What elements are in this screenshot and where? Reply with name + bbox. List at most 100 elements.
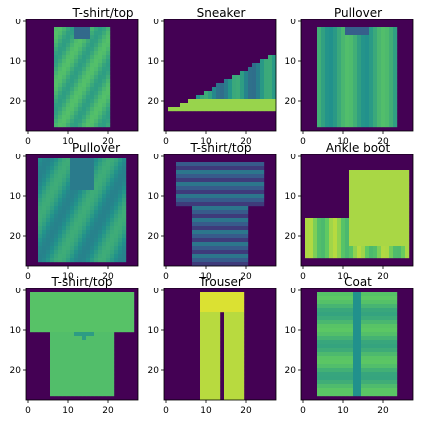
heatmap-cell [232,304,237,309]
heatmap-cell [228,348,233,353]
heatmap-cell [50,296,55,301]
heatmap-cell [248,79,253,84]
heatmap-cell [373,95,378,100]
heatmap-cell [236,186,241,191]
heatmap-cell [216,352,221,357]
heatmap-cell [192,206,197,211]
heatmap-cell [385,111,390,116]
heatmap-cell [98,39,103,44]
heatmap-cell [200,182,205,187]
heatmap-cell [212,194,217,199]
heatmap-cell [102,234,107,239]
heatmap-cell [114,316,119,321]
heatmap-cell [78,79,83,84]
heatmap-cell [353,332,358,337]
heatmap-cell [329,83,334,88]
heatmap-cell [220,246,225,251]
heatmap-cell [196,186,201,191]
heatmap-cell [393,35,398,40]
heatmap-cell [204,396,209,401]
heatmap-cell [317,250,322,255]
heatmap-cell [58,222,63,227]
heatmap-cell [110,206,115,211]
heatmap-cell [200,364,205,369]
heatmap-cell [353,206,358,211]
heatmap-cell [381,250,386,255]
heatmap-cell [122,234,127,239]
heatmap-cell [204,95,209,100]
heatmap-cell [333,238,338,243]
heatmap-cell [333,226,338,231]
heatmap-cell [357,39,362,44]
heatmap-cell [94,158,99,163]
heatmap-cell [240,198,245,203]
heatmap-cell [216,178,221,183]
heatmap-cell [321,332,326,337]
heatmap-cell [58,388,63,393]
y-tick-label: 10 [148,57,160,67]
heatmap-cell [212,368,217,373]
heatmap-cell [224,262,229,267]
heatmap-cell [58,384,63,389]
heatmap-cell [240,182,245,187]
heatmap-cell [86,320,91,325]
heatmap-cell [393,230,398,235]
heatmap-cell [200,174,205,179]
heatmap-cell [353,115,358,120]
heatmap-cell [66,336,71,341]
heatmap-cell [200,316,205,321]
heatmap-cell [204,372,209,377]
heatmap-cell [317,107,322,112]
heatmap-cell [224,296,229,301]
heatmap-cell [397,202,402,207]
heatmap-cell [118,258,123,263]
heatmap-cell [329,250,334,255]
heatmap-cell [78,210,83,215]
heatmap-cell [66,226,71,231]
heatmap-cell [98,103,103,108]
heatmap-cell [62,344,67,349]
heatmap-cell [82,35,87,40]
heatmap-cell [114,218,119,223]
heatmap-cell [212,182,217,187]
heatmap-cell [192,226,197,231]
heatmap-cell [361,234,366,239]
heatmap-cell [94,238,99,243]
heatmap-cell [264,95,269,100]
heatmap-cell [389,254,394,259]
heatmap-cell [102,55,107,60]
heatmap-cell [58,380,63,385]
heatmap-cell [389,99,394,104]
heatmap-cell [369,71,374,76]
heatmap-cell [102,95,107,100]
heatmap-cell [341,356,346,361]
heatmap-cell [325,27,330,32]
heatmap-cell [389,242,394,247]
heatmap-cell [114,328,119,333]
heatmap-cell [377,356,382,361]
heatmap-cell [94,368,99,373]
y-tick-label: 10 [285,57,297,67]
x-tick-label: 20 [102,137,114,147]
heatmap-cell [244,242,249,247]
heatmap-cell [78,51,83,56]
heatmap-cell [86,336,91,341]
heatmap-cell [393,364,398,369]
heatmap-cell [329,71,334,76]
heatmap-cell [114,158,119,163]
heatmap-cell [260,174,265,179]
heatmap-cell [216,246,221,251]
heatmap-cell [325,360,330,365]
heatmap-cell [353,246,358,251]
heatmap-cell [126,304,131,309]
heatmap-cell [264,71,269,76]
heatmap-cell [357,372,362,377]
heatmap-cell [232,222,237,227]
heatmap-cell [66,316,71,321]
heatmap-cell [102,336,107,341]
heatmap-cell [86,344,91,349]
heatmap-cell [389,87,394,92]
heatmap-cell [220,214,225,219]
heatmap-cell [389,182,394,187]
